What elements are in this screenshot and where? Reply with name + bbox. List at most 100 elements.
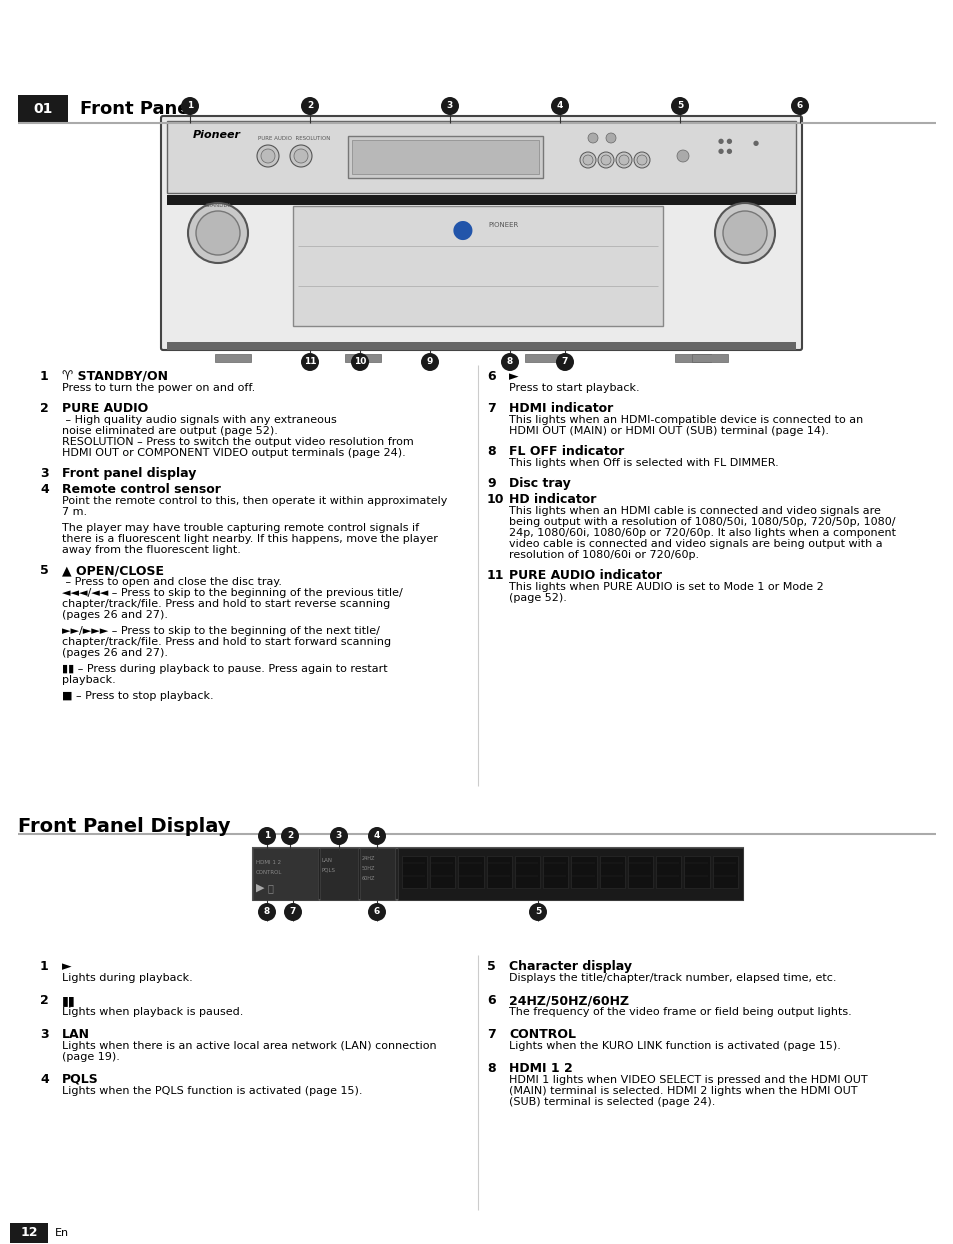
Circle shape xyxy=(556,353,574,371)
Text: ▮▮ – Press during playback to pause. Press again to restart: ▮▮ – Press during playback to pause. Pre… xyxy=(62,664,387,674)
Circle shape xyxy=(281,827,298,845)
Text: PQLS: PQLS xyxy=(62,1074,99,1086)
Text: ◄◄◄/◄◄ – Press to skip to the beginning of the previous title/: ◄◄◄/◄◄ – Press to skip to the beginning … xyxy=(62,588,402,598)
Text: ▶: ▶ xyxy=(255,883,264,893)
Text: Lights when there is an active local area network (LAN) connection: Lights when there is an active local are… xyxy=(62,1041,436,1051)
Text: 01: 01 xyxy=(33,102,52,116)
Text: 11: 11 xyxy=(486,569,504,582)
Bar xyxy=(18,95,68,123)
Text: 3: 3 xyxy=(40,1028,49,1041)
Text: playback.: playback. xyxy=(62,675,115,685)
Text: Front Panel Display: Front Panel Display xyxy=(18,816,231,836)
Text: 2: 2 xyxy=(40,402,49,415)
Text: FL OFF indicator: FL OFF indicator xyxy=(509,445,623,458)
Text: 8: 8 xyxy=(486,1062,496,1075)
Text: ▲ OPEN/CLOSE: ▲ OPEN/CLOSE xyxy=(62,564,164,577)
Circle shape xyxy=(330,827,348,845)
Text: Character display: Character display xyxy=(509,960,631,973)
Text: This lights when PURE AUDIO is set to Mode 1 or Mode 2: This lights when PURE AUDIO is set to Mo… xyxy=(509,582,822,592)
Text: 3: 3 xyxy=(335,831,342,841)
Text: Disc tray: Disc tray xyxy=(509,476,570,490)
Bar xyxy=(345,355,380,362)
Text: Remote control sensor: Remote control sensor xyxy=(62,483,221,496)
Bar xyxy=(712,856,738,888)
Text: ●: ● xyxy=(452,218,474,243)
Text: 1: 1 xyxy=(40,960,49,973)
Circle shape xyxy=(420,353,438,371)
Text: 50HZ: 50HZ xyxy=(361,866,375,871)
Text: Press to turn the power on and off.: Press to turn the power on and off. xyxy=(62,383,255,393)
Text: 8: 8 xyxy=(506,357,513,367)
Text: 10: 10 xyxy=(354,357,366,367)
Text: 1: 1 xyxy=(40,369,49,383)
Circle shape xyxy=(301,97,318,114)
Text: 2: 2 xyxy=(287,831,293,841)
Circle shape xyxy=(351,353,369,371)
Bar xyxy=(167,342,795,350)
Text: PQLS: PQLS xyxy=(322,868,335,873)
Text: (page 52).: (page 52). xyxy=(509,593,566,603)
Circle shape xyxy=(582,156,593,165)
Circle shape xyxy=(294,149,308,163)
Text: ♈ STANDBY/ON: ♈ STANDBY/ON xyxy=(62,369,168,383)
Text: HD indicator: HD indicator xyxy=(509,493,596,506)
Text: 3: 3 xyxy=(446,102,453,111)
Circle shape xyxy=(634,152,649,168)
Bar xyxy=(0,0,953,95)
Text: Front Panel: Front Panel xyxy=(80,100,195,118)
Text: PURE AUDIO indicator: PURE AUDIO indicator xyxy=(509,569,661,582)
Text: 7 m.: 7 m. xyxy=(62,508,87,518)
Text: HDMI OUT (MAIN) or HDMI OUT (SUB) terminal (page 14).: HDMI OUT (MAIN) or HDMI OUT (SUB) termin… xyxy=(509,425,828,435)
Text: LAN: LAN xyxy=(62,1028,90,1041)
Circle shape xyxy=(284,903,302,921)
Text: 4: 4 xyxy=(557,102,562,111)
Circle shape xyxy=(637,156,646,165)
Circle shape xyxy=(598,152,614,168)
Text: resolution of 1080/60i or 720/60p.: resolution of 1080/60i or 720/60p. xyxy=(509,550,699,560)
Circle shape xyxy=(579,152,596,168)
Circle shape xyxy=(616,152,631,168)
Text: 2: 2 xyxy=(40,994,49,1006)
Text: – High quality audio signals with any extraneous: – High quality audio signals with any ex… xyxy=(62,415,336,425)
Text: 7: 7 xyxy=(486,1028,496,1041)
Bar xyxy=(359,848,395,899)
Circle shape xyxy=(600,156,610,165)
Text: Lights when playback is paused.: Lights when playback is paused. xyxy=(62,1006,243,1018)
Bar xyxy=(319,848,357,899)
Circle shape xyxy=(290,146,312,167)
Text: 1: 1 xyxy=(187,102,193,111)
Text: 5: 5 xyxy=(535,908,540,917)
Text: (page 19).: (page 19). xyxy=(62,1052,120,1062)
Text: This lights when an HDMI cable is connected and video signals are: This lights when an HDMI cable is connec… xyxy=(509,506,880,516)
Text: ● ●: ● ● xyxy=(718,148,732,154)
Text: HDMI 1 2: HDMI 1 2 xyxy=(255,860,281,865)
Bar xyxy=(397,848,742,899)
Text: 6: 6 xyxy=(796,102,802,111)
Text: Lights when the PQLS function is activated (page 15).: Lights when the PQLS function is activat… xyxy=(62,1086,362,1096)
Text: HDMI indicator: HDMI indicator xyxy=(509,402,613,415)
Text: HDMI OUT or COMPONENT VIDEO output terminals (page 24).: HDMI OUT or COMPONENT VIDEO output termi… xyxy=(62,448,405,458)
Text: ▮▮: ▮▮ xyxy=(62,994,75,1006)
Bar xyxy=(515,856,539,888)
Circle shape xyxy=(677,151,688,162)
Circle shape xyxy=(301,353,318,371)
Text: CONTROL: CONTROL xyxy=(509,1028,576,1041)
Bar xyxy=(214,355,251,362)
Text: ■ – Press to stop playback.: ■ – Press to stop playback. xyxy=(62,690,213,702)
Text: 60HZ: 60HZ xyxy=(361,876,375,881)
Text: 2: 2 xyxy=(307,102,313,111)
Circle shape xyxy=(257,827,275,845)
Text: 12: 12 xyxy=(20,1227,38,1239)
Text: HDMI 1 lights when VIDEO SELECT is pressed and the HDMI OUT: HDMI 1 lights when VIDEO SELECT is press… xyxy=(509,1075,866,1085)
Circle shape xyxy=(261,149,274,163)
Text: 6: 6 xyxy=(374,908,379,917)
Circle shape xyxy=(368,903,386,921)
Text: LAN: LAN xyxy=(322,858,333,863)
Text: 3: 3 xyxy=(40,466,49,480)
Text: there is a fluorescent light nearby. If this happens, move the player: there is a fluorescent light nearby. If … xyxy=(62,534,437,544)
Text: 4: 4 xyxy=(40,483,49,496)
Text: being output with a resolution of 1080/50i, 1080/50p, 720/50p, 1080/: being output with a resolution of 1080/5… xyxy=(509,518,895,527)
Text: 5: 5 xyxy=(486,960,496,973)
Text: 8: 8 xyxy=(486,445,496,458)
Text: 9: 9 xyxy=(486,476,496,490)
